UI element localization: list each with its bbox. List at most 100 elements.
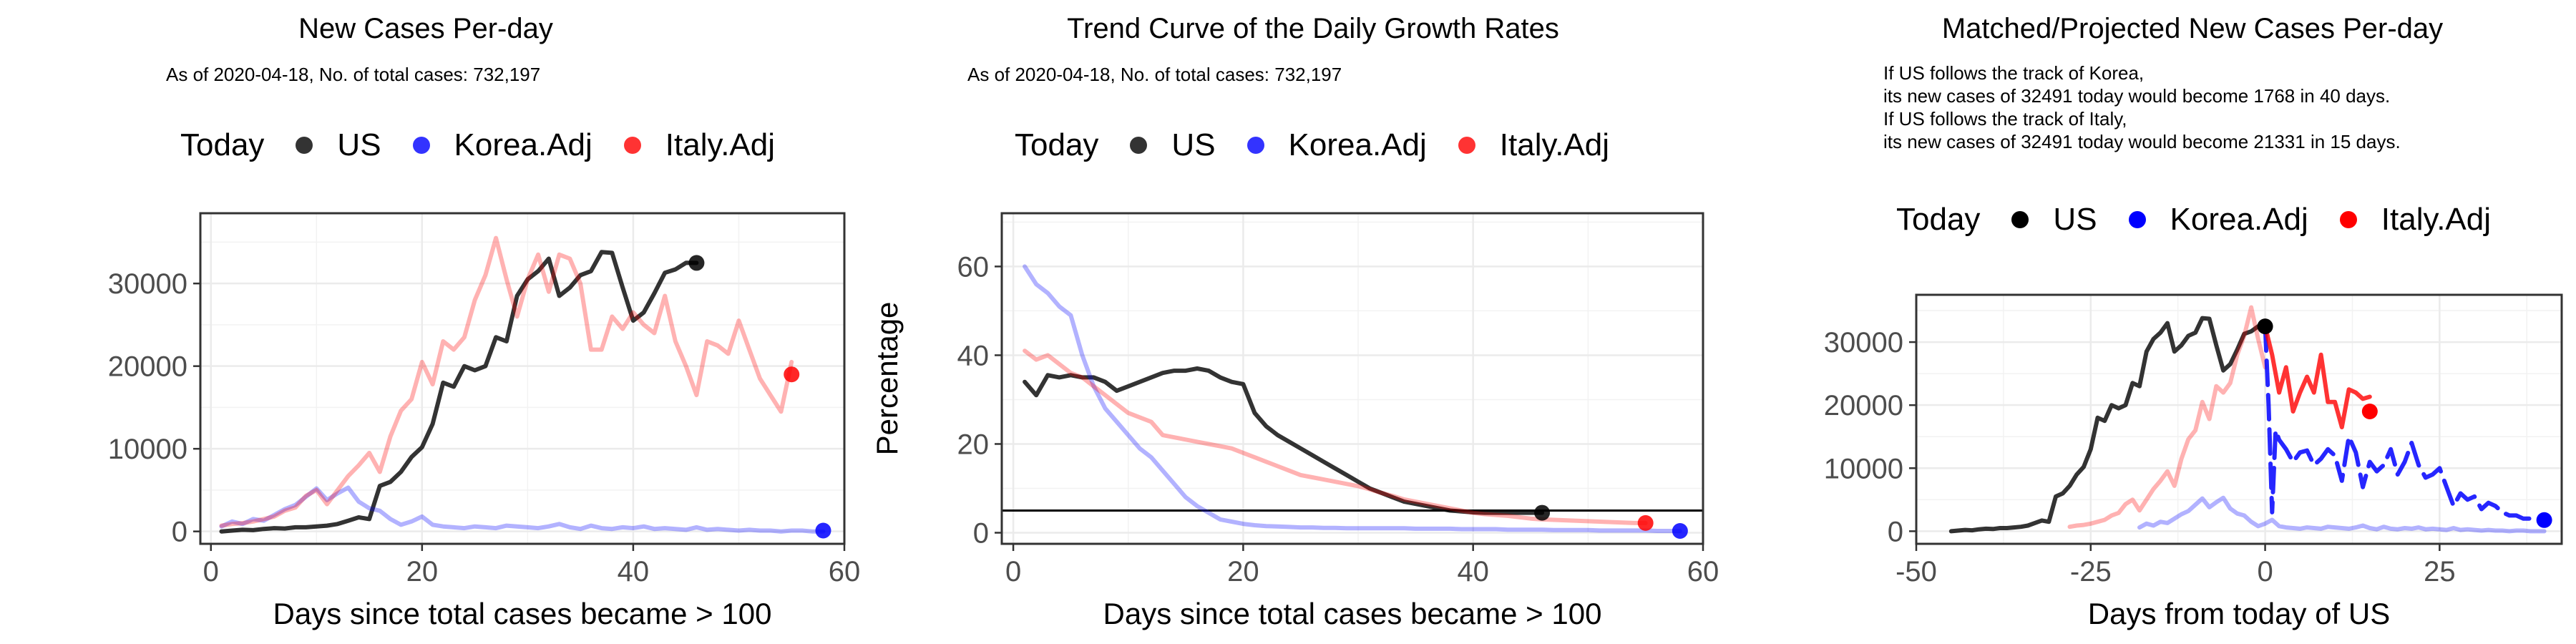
chart-note-2: its new cases of 32491 today would becom… [1883, 85, 2391, 107]
chart-note: As of 2020-04-18, No. of total cases: 73… [166, 64, 541, 85]
legend-title: Today [180, 127, 265, 162]
legend-item-italy: Italy.Adj [1458, 127, 1609, 163]
y-tick-label: 30000 [1824, 327, 1903, 358]
legend-label-korea: Korea.Adj [2170, 202, 2308, 237]
y-tick-label: 30000 [108, 268, 187, 300]
plot-area [200, 213, 844, 544]
x-tick-label: 60 [1687, 556, 1719, 587]
x-tick-label: -25 [2070, 556, 2112, 587]
y-axis-label: Percentage [870, 302, 904, 456]
y-tick-label: 0 [172, 517, 187, 548]
y-tick-label: 0 [973, 517, 989, 549]
today-point-italy-adj [2361, 403, 2378, 419]
legend-title: Today [1015, 127, 1099, 162]
chart-title: Matched/Projected New Cases Per-day [1941, 13, 2444, 44]
plot-area [1002, 213, 1703, 544]
chart-plot-projected: -50 -25 0 25 0 10000 20000 30000 Days from today… [1824, 293, 2563, 630]
series-line-us [1948, 316, 2268, 534]
y-tick-label: 10000 [108, 434, 187, 465]
legend: Today US Korea.Adj Italy.Adj [1896, 202, 2522, 238]
chart-panel-new-cases: New Cases Per-day As of 2020-04-18, No. … [0, 0, 861, 644]
chart-note-4: its new cases of 32491 today would becom… [1883, 131, 2401, 152]
series-line-italy-adj [219, 235, 794, 528]
x-axis-label: Days since total cases became > 100 [1103, 597, 1602, 630]
legend-label-us: US [2053, 202, 2097, 237]
today-point-italy-adj [1637, 514, 1654, 531]
series-line-korea-adj [1023, 264, 1682, 533]
legend-dot-us [1130, 137, 1148, 154]
series-line-us [219, 250, 699, 534]
chart-note: As of 2020-04-18, No. of total cases: 73… [967, 64, 1342, 85]
y-tick-label: 60 [957, 251, 990, 283]
series-group [1948, 305, 2547, 534]
legend-dot-italy [2339, 211, 2357, 228]
plot-border [199, 212, 846, 545]
series-line-korea-adj-matched-history [2137, 495, 2547, 534]
x-axis-label: Days since total cases became > 100 [273, 597, 772, 630]
legend-dot-italy [623, 137, 641, 154]
chart-plot-growth-rates: 0 20 40 60 0 20 40 60 Days since total cases bec… [870, 212, 1719, 630]
today-point-us [2257, 318, 2273, 335]
today-point-italy-adj [784, 366, 800, 383]
x-tick-label: -50 [1896, 556, 1937, 587]
today-point-korea-adj [1672, 523, 1688, 540]
chart-panel-projected: Matched/Projected New Cases Per-day If U… [1717, 0, 2576, 644]
y-tick-label: 20000 [1824, 390, 1903, 421]
legend-item-italy: Italy.Adj [2339, 202, 2492, 238]
legend-dot-korea [2128, 211, 2146, 228]
series-line-italy-adj-projected [2263, 324, 2372, 429]
x-tick-label: 40 [1457, 556, 1489, 587]
legend-label-italy: Italy.Adj [665, 127, 776, 162]
plot-border [1000, 212, 1704, 545]
today-point-korea-adj [2536, 512, 2552, 528]
chart-title: Trend Curve of the Daily Growth Rates [1067, 13, 1559, 44]
x-tick-label: 25 [2424, 556, 2456, 587]
legend-item-korea: Korea.Adj [1246, 127, 1427, 163]
legend-label-korea: Korea.Adj [1288, 127, 1427, 162]
today-point-us [1534, 504, 1551, 521]
legend-dot-korea [1246, 137, 1264, 154]
chart-panel-growth-rates: Trend Curve of the Daily Growth Rates As… [859, 0, 1719, 644]
legend-label-us: US [1171, 127, 1216, 162]
legend-label-us: US [337, 127, 381, 162]
y-tick-label: 10000 [1824, 453, 1903, 484]
series-line-italy-adj-matched-history [2067, 305, 2268, 530]
y-tick-label: 0 [1888, 516, 1903, 547]
legend-dot-us [2011, 211, 2029, 228]
legend-item-korea: Korea.Adj [412, 127, 592, 163]
x-tick-label: 0 [1005, 556, 1021, 587]
plot-border [1915, 293, 2563, 545]
legend-item-us: US [1130, 127, 1216, 163]
legend: Today US Korea.Adj Italy.Adj [1015, 127, 1641, 163]
legend-dot-us [296, 137, 313, 154]
x-tick-label: 0 [203, 556, 219, 587]
x-tick-label: 40 [618, 556, 650, 587]
legend-dot-italy [1458, 137, 1475, 154]
x-tick-label: 0 [2257, 556, 2273, 587]
today-point-korea-adj [815, 522, 831, 539]
series-line-us [1023, 366, 1545, 515]
series-group [219, 235, 826, 534]
chart-note-3: If US follows the track of Italy, [1883, 108, 2127, 130]
legend-item-korea: Korea.Adj [2128, 202, 2308, 238]
legend-label-korea: Korea.Adj [454, 127, 592, 162]
x-tick-label: 60 [829, 556, 861, 587]
chart-note-1: If US follows the track of Korea, [1883, 62, 2145, 84]
legend-title: Today [1896, 202, 1981, 237]
x-axis-label: Days from today of US [2088, 597, 2390, 630]
legend-item-us: US [296, 127, 381, 163]
x-tick-label: 20 [406, 556, 439, 587]
series-line-korea-adj [219, 485, 826, 534]
series-line-korea-adj-projected [2263, 324, 2547, 522]
legend-item-us: US [2011, 202, 2097, 238]
x-tick-label: 20 [1227, 556, 1259, 587]
legend-dot-korea [412, 137, 430, 154]
y-tick-label: 20000 [108, 351, 187, 383]
plot-area [1916, 295, 2562, 544]
legend-label-italy: Italy.Adj [2381, 202, 2492, 237]
chart-title: New Cases Per-day [298, 13, 553, 44]
legend-item-italy: Italy.Adj [623, 127, 776, 163]
legend: Today US Korea.Adj Italy.Adj [180, 127, 806, 163]
legend-label-italy: Italy.Adj [1499, 127, 1610, 162]
chart-plot-new-cases: 0 20 40 60 0 10000 20000 30000 Days since total … [108, 212, 861, 630]
